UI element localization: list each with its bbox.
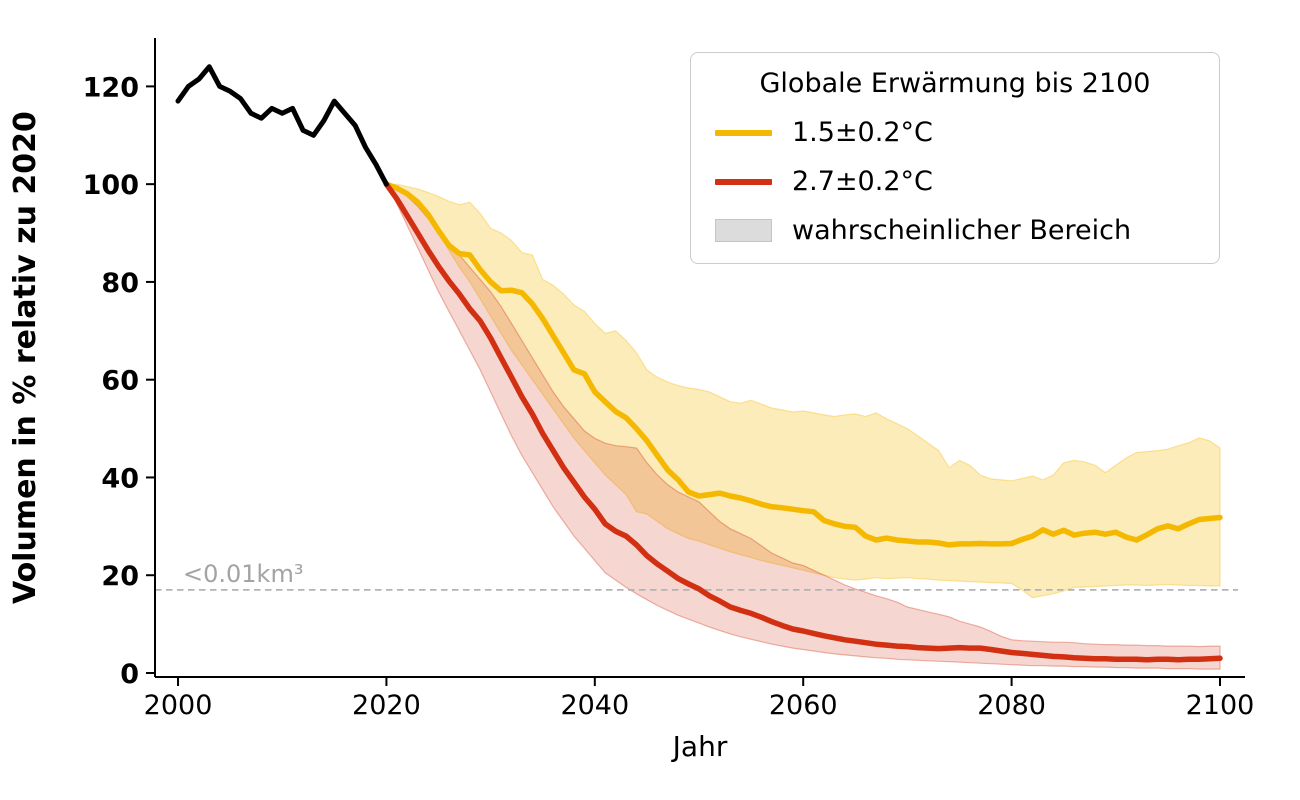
y-axis-label: Volumen in % relativ zu 2020 xyxy=(8,111,43,604)
line-15c xyxy=(383,181,1223,548)
legend: Globale Erwärmung bis 2100 1.5±0.2°C 2.7… xyxy=(690,52,1220,264)
legend-entry-15c: 1.5±0.2°C xyxy=(715,117,1219,148)
x-tick-label: 2100 xyxy=(1186,690,1255,721)
line-historical xyxy=(175,64,389,187)
y-tick-label: 60 xyxy=(101,366,139,397)
legend-patch-swatch-range xyxy=(715,219,772,242)
legend-label-27c: 2.7±0.2°C xyxy=(792,166,933,197)
legend-entry-27c: 2.7±0.2°C xyxy=(715,166,1219,197)
x-tick-label: 2080 xyxy=(977,690,1046,721)
y-tick-label: 40 xyxy=(101,463,139,494)
x-axis-label: Jahr xyxy=(672,730,728,763)
legend-label-15c: 1.5±0.2°C xyxy=(792,117,933,148)
threshold-annotation: <0.01km³ xyxy=(183,560,304,588)
legend-entry-range: wahrscheinlicher Bereich xyxy=(715,215,1219,246)
legend-line-swatch-15c xyxy=(715,129,772,136)
y-tick-label: 20 xyxy=(101,561,139,592)
legend-title: Globale Erwärmung bis 2100 xyxy=(759,68,1151,99)
x-tick-label: 2040 xyxy=(560,690,629,721)
y-tick-label: 120 xyxy=(83,72,139,103)
y-tick-label: 80 xyxy=(101,268,139,299)
x-tick-label: 2060 xyxy=(769,690,838,721)
y-tick-label: 0 xyxy=(120,659,139,690)
x-tick-label: 2020 xyxy=(352,690,421,721)
line-27c xyxy=(383,181,1223,663)
x-tick-label: 2000 xyxy=(144,690,213,721)
y-tick-label: 100 xyxy=(83,170,139,201)
legend-label-range: wahrscheinlicher Bereich xyxy=(792,215,1132,246)
legend-line-swatch-27c xyxy=(715,178,772,185)
